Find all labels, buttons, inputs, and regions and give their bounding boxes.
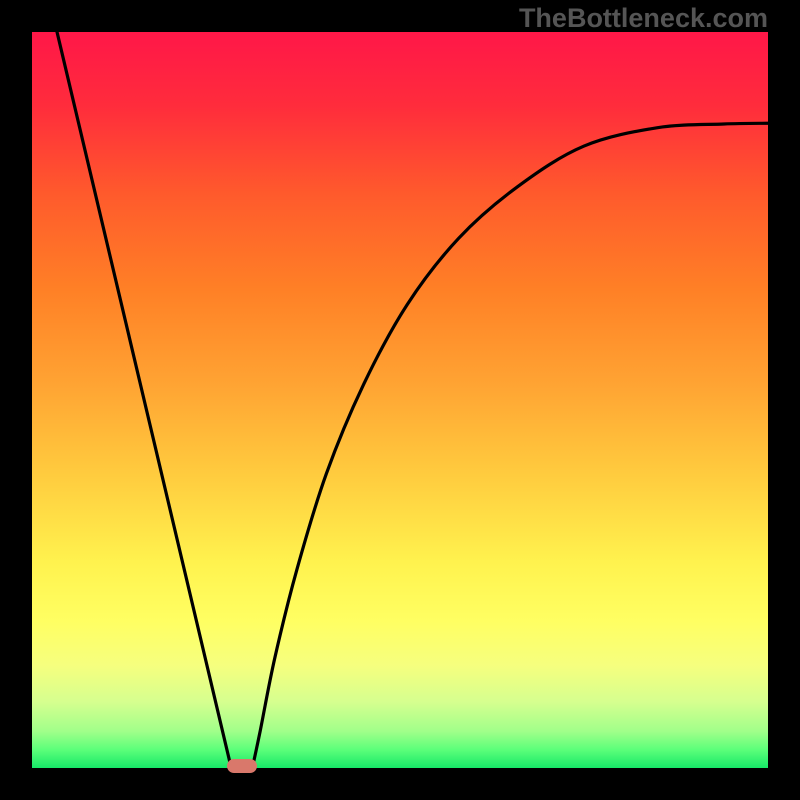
optimum-marker [227,759,257,773]
bottleneck-curve [32,32,768,768]
plot-area [32,32,768,768]
chart-container: TheBottleneck.com [0,0,800,800]
watermark-text: TheBottleneck.com [519,3,768,34]
